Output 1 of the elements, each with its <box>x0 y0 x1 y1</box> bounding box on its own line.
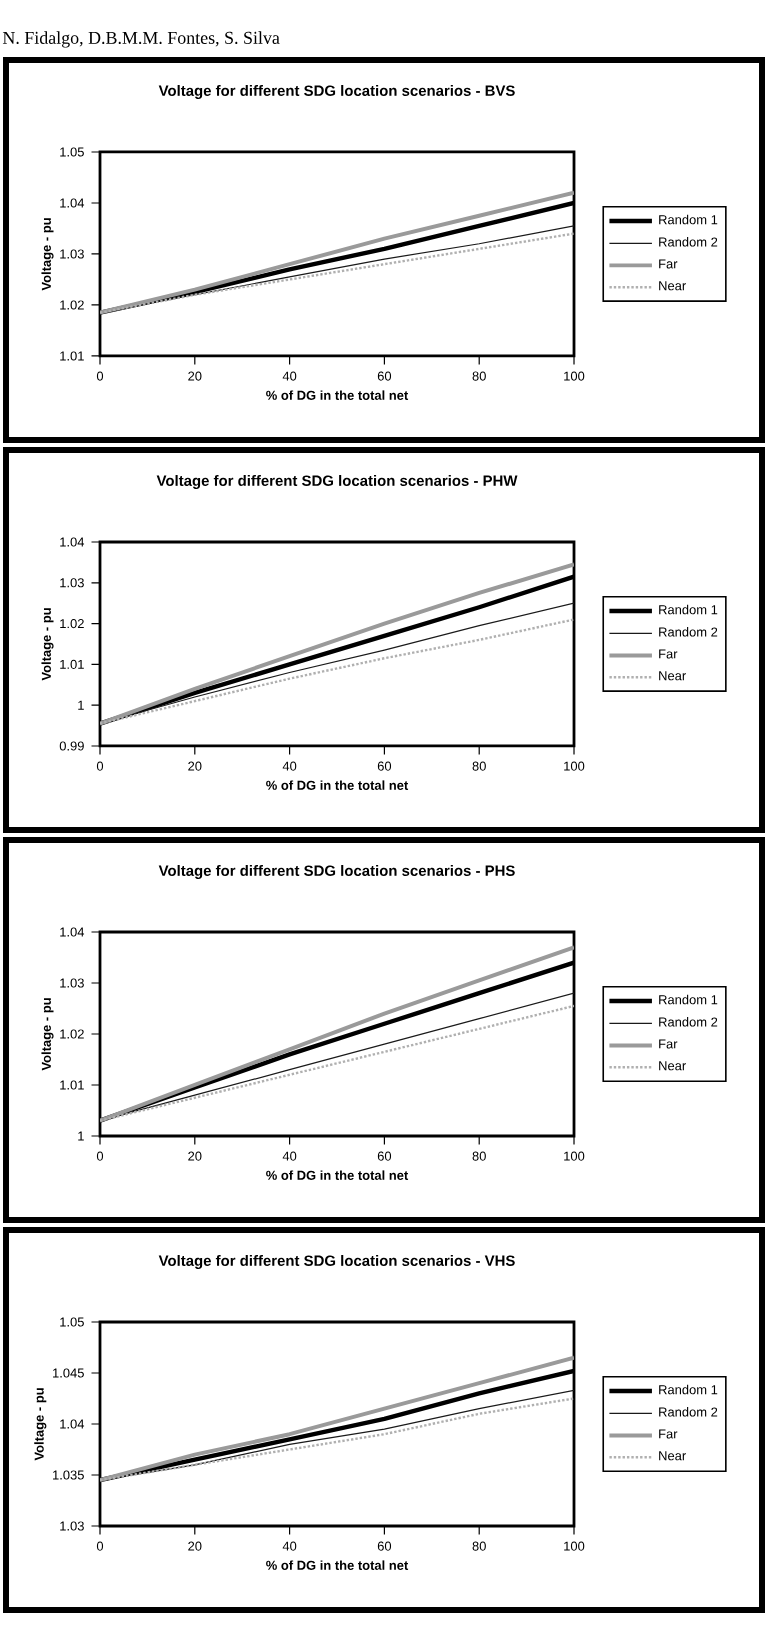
text: N. Fidalgo, D.B.M.M. Fontes, S. Silva <box>2 31 280 48</box>
